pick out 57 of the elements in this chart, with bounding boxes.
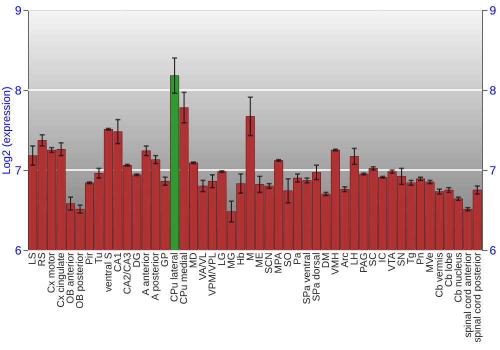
x-tick-label: Cx cingulate bbox=[56, 252, 68, 308]
x-tick-label: VPM/VPL bbox=[207, 252, 218, 296]
x-tick-label: CPu medial bbox=[179, 252, 190, 304]
x-tick-label: MG bbox=[226, 252, 238, 269]
x-tick-label: A posterior bbox=[150, 252, 162, 300]
x-tick-label: VMH bbox=[330, 252, 342, 275]
x-tick-label: PAG bbox=[358, 252, 370, 273]
x-tick-label: Pa bbox=[292, 252, 304, 265]
x-tick-label: MD bbox=[188, 252, 200, 268]
x-tick-label: Pn bbox=[416, 252, 427, 265]
x-tick-label: Arc bbox=[340, 252, 351, 268]
x-tick-label: LG bbox=[216, 252, 228, 266]
x-tick-label: ME bbox=[254, 252, 266, 268]
x-tick-label: LH bbox=[349, 252, 360, 266]
x-tick-label: spinal cord posterior bbox=[472, 252, 484, 343]
x-tick-label: MPA bbox=[274, 252, 285, 274]
x-tick-label: VA/VL bbox=[198, 252, 209, 280]
y-tick-label: 8 bbox=[14, 84, 22, 98]
x-tick-label: Cb nucleus bbox=[453, 252, 464, 303]
y-axis-title: Log2 (expression) bbox=[0, 86, 13, 175]
y2-tick-label: 8 bbox=[490, 84, 496, 98]
x-tick-label: Cb lobe bbox=[444, 252, 455, 287]
x-tick-label: A anterior bbox=[141, 252, 152, 296]
x-tick-label: SPa dorsal bbox=[311, 252, 322, 302]
x-tick-label: GP bbox=[160, 252, 172, 267]
x-tick-label: DG bbox=[132, 252, 143, 268]
y2-tick-label: 9 bbox=[490, 4, 496, 18]
x-tick-label: Tu bbox=[94, 252, 105, 264]
y2-tick-label: 6 bbox=[490, 244, 496, 258]
x-tick-label: Tg bbox=[406, 252, 418, 264]
x-tick-label: CPu lateral bbox=[170, 252, 181, 302]
x-tick-label: OB anterior bbox=[66, 252, 77, 304]
y-tick-label: 6 bbox=[14, 244, 22, 258]
x-tick-label: ventral S bbox=[103, 252, 114, 292]
x-tick-label: CA1 bbox=[112, 252, 124, 272]
x-tick-label: M bbox=[245, 252, 256, 261]
x-tick-label: RS bbox=[37, 252, 48, 266]
x-tick-label: SC bbox=[368, 252, 380, 266]
x-tick-label: spinal cord anterior bbox=[462, 252, 474, 338]
x-tick-label: SPa ventral bbox=[302, 252, 314, 304]
x-tick-label: VTA bbox=[387, 252, 398, 272]
x-tick-label: SCN bbox=[264, 252, 276, 274]
x-tick-label: DM bbox=[320, 252, 332, 268]
y-tick-label: 7 bbox=[14, 164, 22, 178]
x-tick-label: Pir bbox=[84, 252, 96, 265]
x-tick-label: Hb bbox=[236, 252, 247, 266]
x-tick-label: CA2/CA3 bbox=[122, 252, 134, 294]
x-tick-label: IC bbox=[378, 252, 389, 262]
y2-tick-label: 7 bbox=[490, 164, 496, 178]
x-tick-label: LS bbox=[28, 252, 39, 265]
x-tick-label: MVe bbox=[424, 252, 436, 273]
x-tick-label: SN bbox=[396, 252, 408, 266]
x-tick-label: SO bbox=[283, 252, 294, 267]
x-tick-label: OB posterior bbox=[75, 252, 86, 309]
x-tick-label: Cb vermis bbox=[434, 252, 446, 298]
y-tick-label: 9 bbox=[14, 4, 22, 18]
x-tick-label: Cx motor bbox=[46, 252, 58, 294]
